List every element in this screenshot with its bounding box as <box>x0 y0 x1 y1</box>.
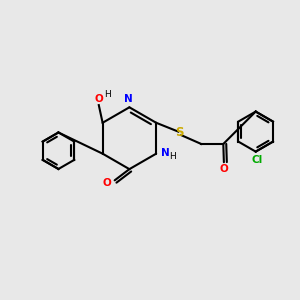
Text: H: H <box>104 90 110 99</box>
Text: N: N <box>161 148 170 158</box>
Text: Cl: Cl <box>251 155 263 166</box>
Text: O: O <box>103 178 112 188</box>
Text: H: H <box>169 152 176 161</box>
Text: N: N <box>124 94 132 104</box>
Text: S: S <box>175 126 184 139</box>
Text: O: O <box>94 94 103 103</box>
Text: O: O <box>220 164 228 174</box>
